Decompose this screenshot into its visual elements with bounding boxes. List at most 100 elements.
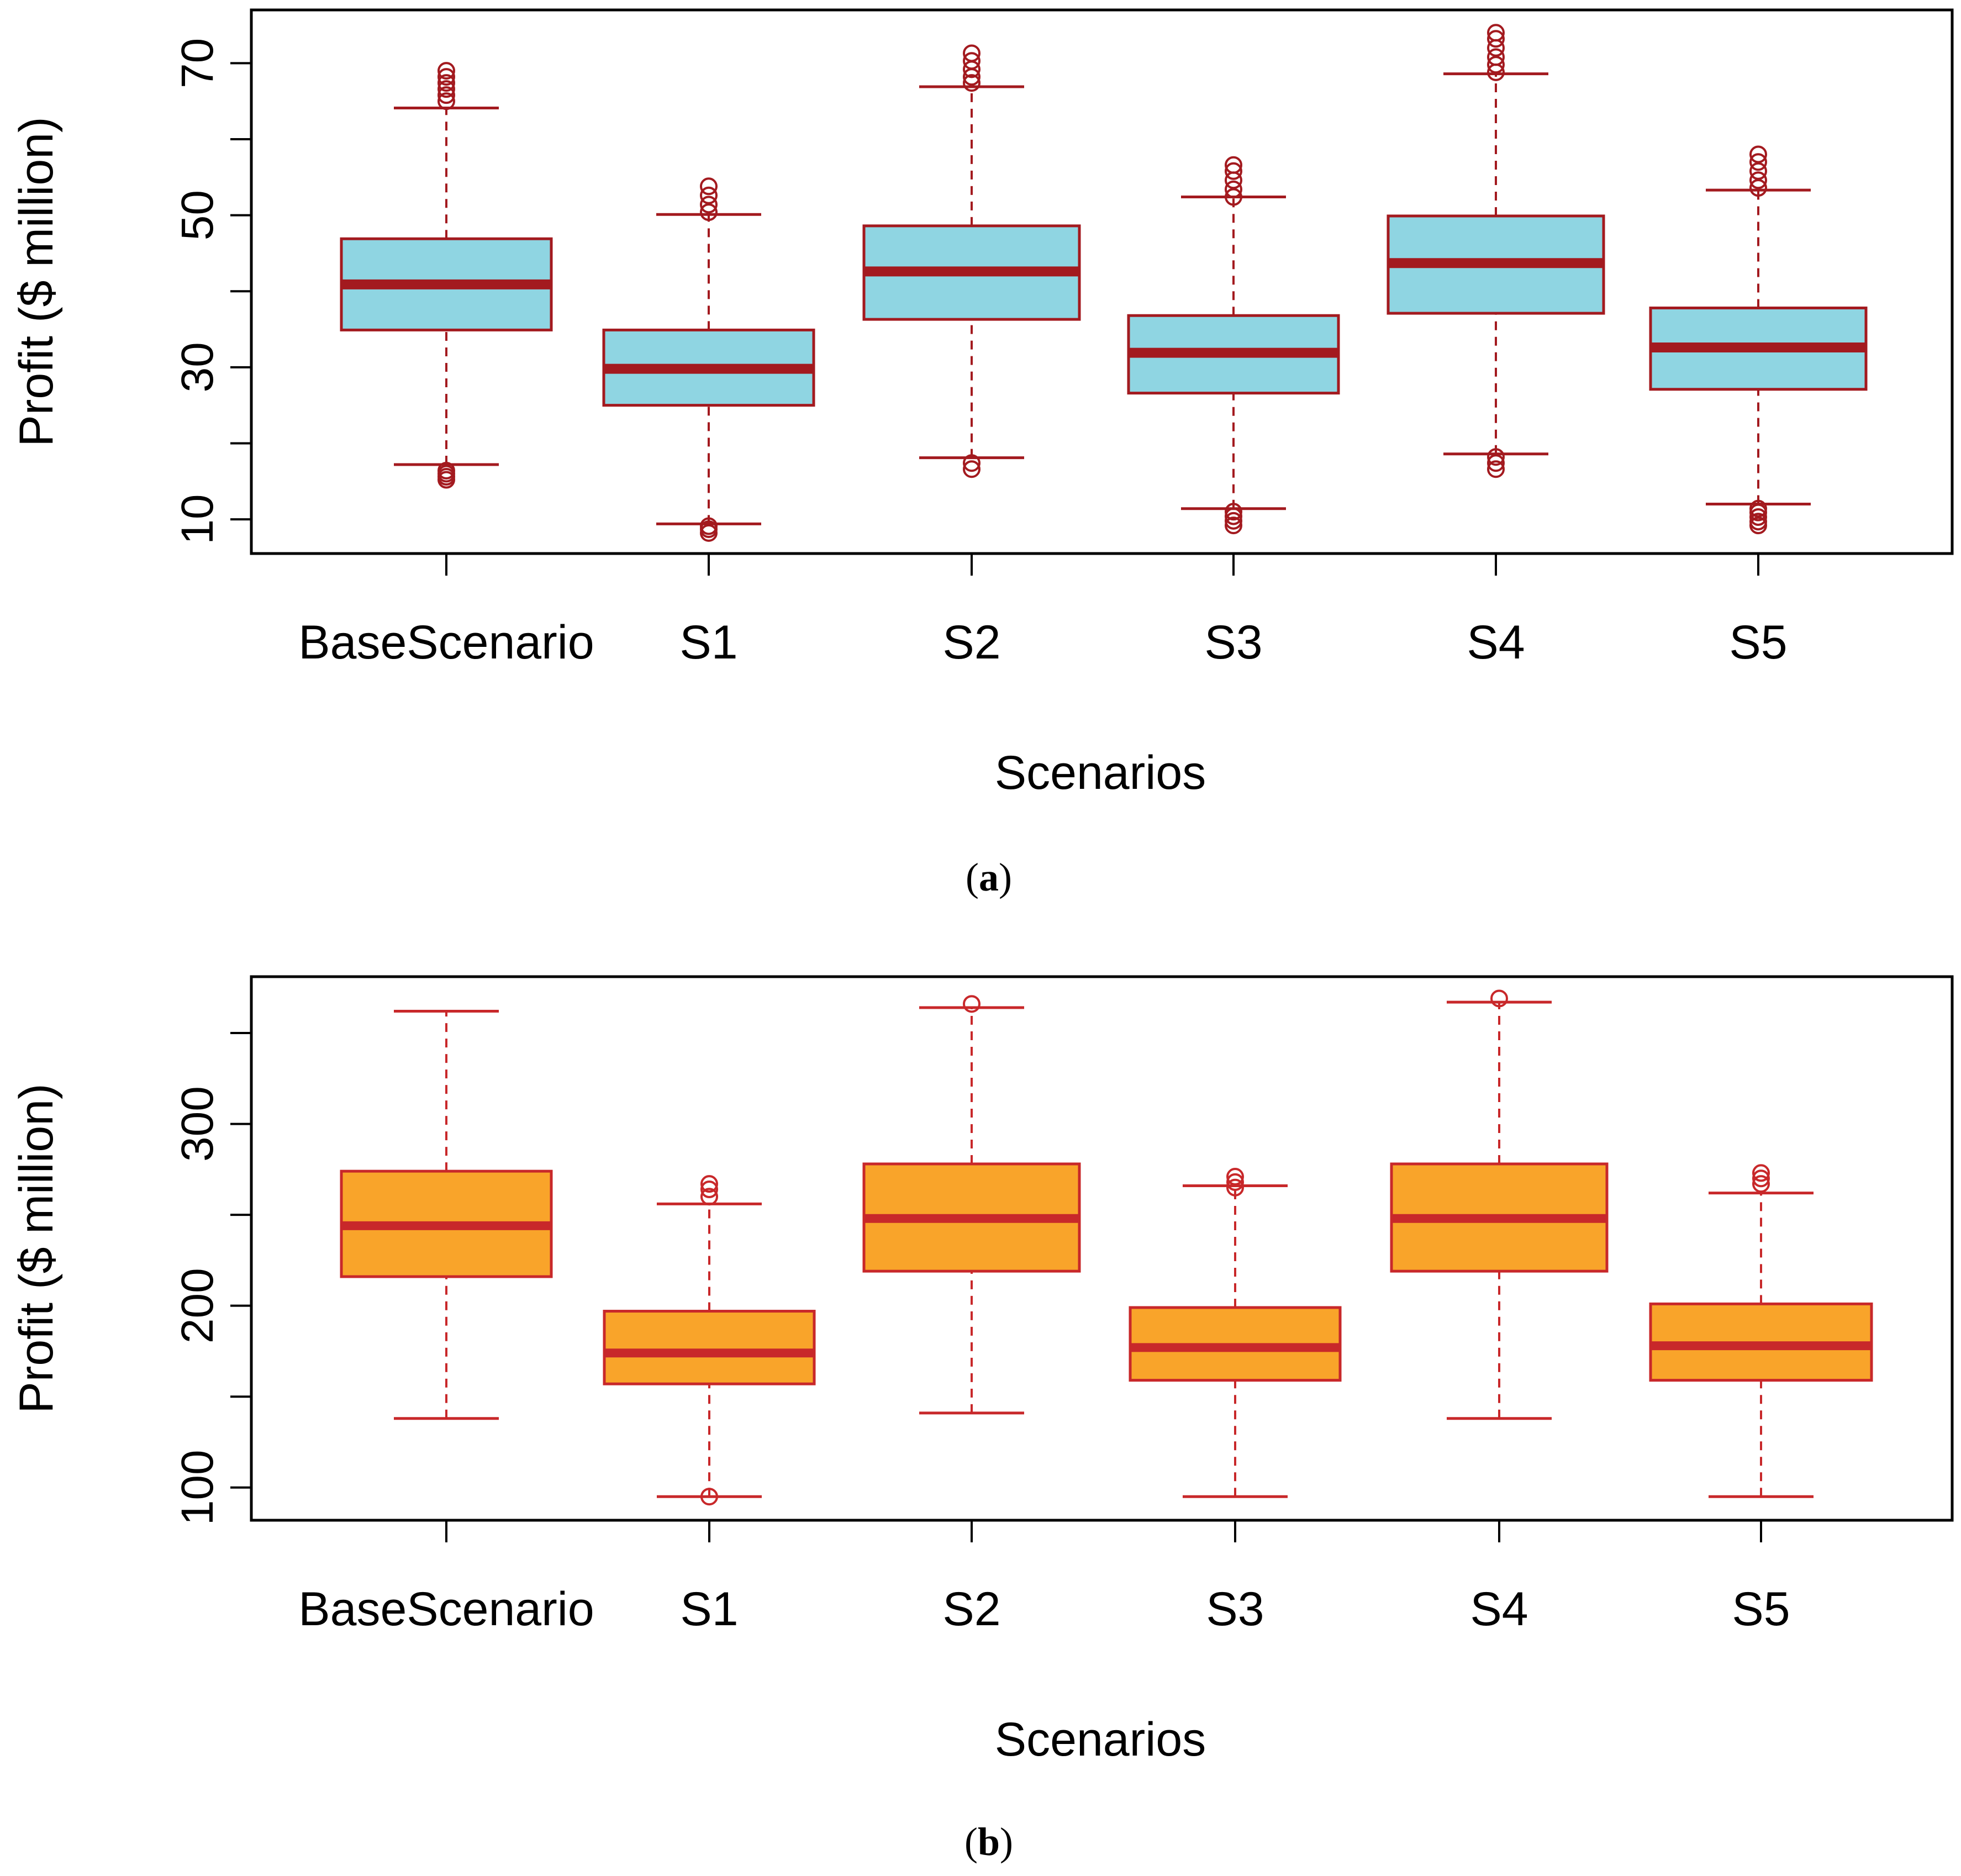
panel-b-caption: (b) bbox=[964, 1820, 1013, 1864]
outlier-point bbox=[437, 62, 455, 80]
x-tick-label: S5 bbox=[1729, 616, 1787, 669]
box-s2 bbox=[862, 995, 1081, 1415]
panel-b-caption-letter: b bbox=[978, 1820, 1000, 1864]
box-s4 bbox=[1390, 989, 1609, 1420]
panel-b-marks bbox=[340, 989, 1873, 1506]
box-basescenario bbox=[340, 62, 553, 489]
panel-a-marks bbox=[340, 24, 1868, 542]
outlier-point bbox=[1225, 162, 1242, 180]
outlier-point bbox=[1487, 56, 1505, 74]
outlier-point bbox=[437, 74, 455, 92]
outlier-point bbox=[700, 186, 718, 204]
panel-b-y-axis: 100 200 300 bbox=[172, 1032, 251, 1525]
outlier-point bbox=[1225, 512, 1242, 530]
panel-a-y-axis-title: Profit ($ million) bbox=[10, 117, 63, 446]
x-tick-label: S2 bbox=[942, 1583, 1000, 1636]
outlier-point bbox=[1749, 153, 1767, 171]
outlier-point bbox=[700, 1488, 718, 1506]
outlier-point bbox=[1225, 507, 1242, 525]
outlier-point bbox=[700, 1188, 718, 1206]
outlier-point bbox=[700, 1175, 718, 1193]
panel-a-y-axis: 10 30 50 70 bbox=[172, 38, 251, 545]
panel-b-x-axis-title: Scenarios bbox=[995, 1713, 1206, 1766]
box-s4 bbox=[1387, 24, 1605, 478]
outlier-point bbox=[437, 80, 455, 98]
outlier-point bbox=[963, 460, 980, 478]
outlier-point bbox=[437, 86, 455, 104]
y-tick-label: 300 bbox=[172, 1086, 223, 1162]
y-tick-label: 200 bbox=[172, 1268, 223, 1343]
x-tick-label: S4 bbox=[1470, 1583, 1528, 1636]
outlier-point bbox=[1752, 1169, 1770, 1188]
outlier-point bbox=[1749, 508, 1767, 526]
outlier-point bbox=[1226, 1168, 1244, 1186]
outlier-point bbox=[1226, 1178, 1244, 1197]
y-tick-label: 10 bbox=[172, 494, 223, 544]
outlier-point bbox=[963, 995, 980, 1013]
outlier-point bbox=[1487, 39, 1505, 57]
x-tick-label: S5 bbox=[1732, 1583, 1790, 1636]
panel-a-caption: (a) bbox=[966, 855, 1012, 899]
x-tick-label: S1 bbox=[680, 1583, 738, 1636]
outlier-point bbox=[1225, 503, 1242, 521]
outlier-point bbox=[1749, 179, 1767, 197]
outlier-point bbox=[1490, 989, 1508, 1008]
outlier-point bbox=[1487, 460, 1505, 478]
panel-a-caption-letter: a bbox=[979, 855, 999, 899]
box-s3 bbox=[1127, 156, 1340, 535]
outlier-point bbox=[437, 461, 455, 479]
x-tick-label: BaseScenario bbox=[298, 616, 594, 669]
outlier-point bbox=[963, 52, 980, 70]
panel-a-chart: 10 30 50 70 BaseScenario S1 S2 S3 S4 S5 Scenario… bbox=[10, 8, 1954, 899]
outlier-point bbox=[700, 203, 718, 222]
outlier-point bbox=[1749, 162, 1767, 180]
x-tick-label: S2 bbox=[942, 616, 1000, 669]
y-tick-label: 50 bbox=[172, 190, 223, 240]
outlier-point bbox=[1226, 1173, 1244, 1191]
outlier-point bbox=[700, 177, 718, 196]
outlier-point bbox=[700, 196, 718, 214]
outlier-point bbox=[963, 44, 980, 62]
outlier-point bbox=[1487, 448, 1505, 466]
panel-a-plot-frame bbox=[250, 8, 1954, 555]
box-s2 bbox=[862, 44, 1081, 478]
outlier-point bbox=[1225, 180, 1242, 198]
outlier-point bbox=[1749, 499, 1767, 518]
y-tick-label: 70 bbox=[172, 38, 223, 88]
y-tick-label: 100 bbox=[172, 1450, 223, 1525]
x-tick-label: S3 bbox=[1206, 1583, 1264, 1636]
outlier-point bbox=[700, 1181, 718, 1199]
box-s5 bbox=[1649, 145, 1868, 535]
x-tick-label: S3 bbox=[1204, 616, 1262, 669]
outlier-point bbox=[437, 92, 455, 110]
panel-b-chart: 100 200 300 BaseScenario S1 S2 S3 S4 S5 Scenari… bbox=[10, 975, 1954, 1864]
x-tick-label: S4 bbox=[1467, 616, 1525, 669]
panel-a-x-axis-title: Scenarios bbox=[995, 746, 1206, 799]
panel-b-plot-frame bbox=[250, 975, 1954, 1522]
outlier-point bbox=[963, 454, 980, 472]
box-s1 bbox=[602, 177, 815, 542]
outlier-point bbox=[1225, 517, 1242, 535]
x-tick-label: S1 bbox=[679, 616, 737, 669]
iqr-box bbox=[603, 1310, 816, 1385]
panel-b-y-axis-title: Profit ($ million) bbox=[10, 1083, 63, 1413]
box-basescenario bbox=[340, 1010, 553, 1420]
outlier-point bbox=[1487, 48, 1505, 66]
panel-a-x-axis: BaseScenario S1 S2 S3 S4 S5 bbox=[298, 554, 1788, 669]
outlier-point bbox=[1487, 30, 1505, 48]
outlier-point bbox=[963, 74, 980, 92]
outlier-point bbox=[1749, 171, 1767, 189]
outlier-point bbox=[1225, 171, 1242, 189]
outlier-point bbox=[1752, 1164, 1770, 1182]
box-s3 bbox=[1129, 1168, 1342, 1498]
box-s1 bbox=[603, 1175, 816, 1506]
panel-b-x-axis: BaseScenario S1 S2 S3 S4 S5 bbox=[298, 1520, 1790, 1636]
outlier-point bbox=[437, 68, 455, 86]
outlier-point bbox=[1487, 24, 1505, 42]
outlier-point bbox=[1749, 145, 1767, 164]
outlier-point bbox=[1225, 156, 1242, 174]
box-s5 bbox=[1649, 1164, 1873, 1498]
outlier-point bbox=[1225, 188, 1242, 206]
y-tick-label: 30 bbox=[172, 342, 223, 392]
